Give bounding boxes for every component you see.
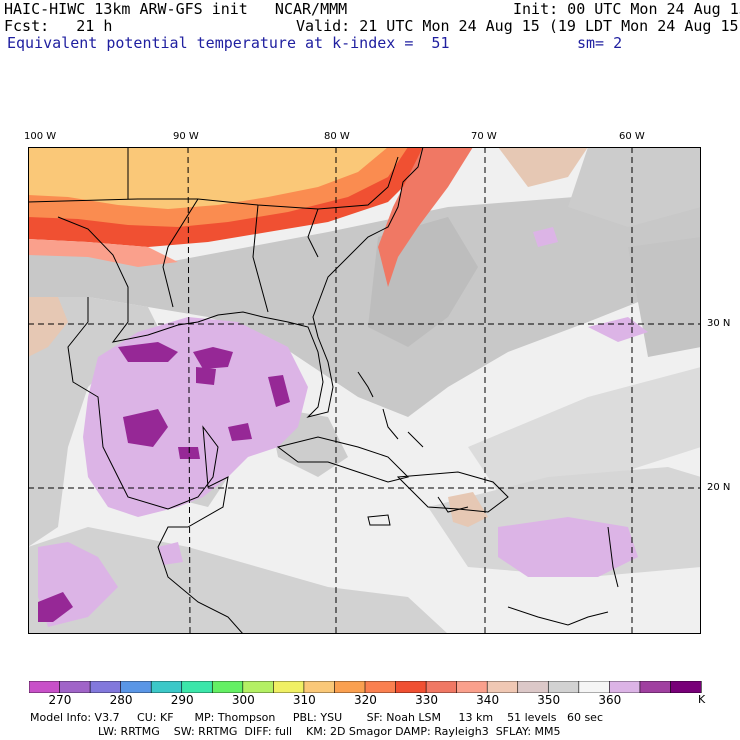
lon-label-70w: 70 W — [471, 131, 497, 142]
lat-label-20n: 20 N — [707, 482, 731, 493]
coastlines — [28, 147, 619, 634]
colorbar-tick-label: 360 — [598, 693, 622, 707]
colorbar-swatch — [486, 681, 519, 693]
colorbar-swatch — [120, 681, 152, 693]
colorbar-tick-label: 300 — [231, 693, 255, 707]
colorbar-unit: K — [698, 693, 706, 706]
colorbar-swatch — [334, 681, 366, 693]
colorbar-swatch — [211, 681, 244, 693]
init-time: Init: 00 UTC Mon 24 Aug 15 — [513, 0, 740, 18]
colorbar-tick-label: 320 — [354, 693, 377, 707]
theta-e-map — [28, 147, 701, 634]
colorbar-swatch — [425, 681, 458, 693]
colorbar-tick-label: 290 — [170, 693, 194, 707]
lat-label-30n: 30 N — [707, 318, 731, 329]
colorbar-swatch — [578, 681, 610, 693]
smoothing: sm= 2 — [577, 34, 623, 52]
model-info-line1: Model Info: V3.7 CU: KF MP: Thompson PBL… — [30, 711, 603, 724]
colorbar-swatch — [29, 681, 61, 693]
colorbar-tick-label: 280 — [109, 693, 133, 707]
lon-label-60w: 60 W — [619, 131, 645, 142]
lon-label-100w: 100 W — [24, 131, 57, 142]
field-name: Equivalent potential temperature — [7, 34, 296, 52]
colorbar-tick-label: 350 — [537, 693, 561, 707]
lon-label-90w: 90 W — [173, 131, 199, 142]
colorbar-tick-label: 270 — [48, 693, 72, 707]
colorbar-swatch — [89, 681, 122, 693]
purple-spots — [38, 342, 290, 622]
colorbar-swatch — [517, 681, 549, 693]
colorbar-swatch — [395, 681, 427, 693]
colorbar-swatch — [547, 681, 580, 693]
forecast-hour: Fcst: 21 h — [4, 17, 113, 35]
colorbar-tick-label: 330 — [415, 693, 438, 707]
colorbar-tick-label: 310 — [292, 693, 316, 707]
colorbar — [29, 681, 702, 693]
model-title: HAIC-HIWC 13km ARW-GFS init NCAR/MMM — [4, 0, 348, 18]
colorbar-tick-label: 340 — [476, 693, 500, 707]
lat-lon-grid — [28, 147, 701, 634]
warm-fields — [28, 147, 588, 527]
colorbar-swatch — [181, 681, 213, 693]
colorbar-swatch — [670, 681, 702, 693]
colorbar-swatch — [303, 681, 336, 693]
colorbar-swatch — [364, 681, 397, 693]
map-frame — [28, 147, 701, 634]
lon-label-80w: 80 W — [324, 131, 350, 142]
colorbar-swatch — [456, 681, 488, 693]
colorbar-swatch — [59, 681, 91, 693]
level-index: at k-index = 51 — [305, 34, 450, 52]
valid-time: Valid: 21 UTC Mon 24 Aug 15 (19 LDT Mon … — [296, 17, 740, 35]
model-info-line2: LW: RRTMG SW: RRTMG DIFF: full KM: 2D Sm… — [98, 725, 561, 738]
colorbar-swatch — [150, 681, 183, 693]
colorbar-swatch — [639, 681, 672, 693]
colorbar-swatch — [273, 681, 305, 693]
colorbar-swatch — [242, 681, 274, 693]
colorbar-swatch — [609, 681, 641, 693]
